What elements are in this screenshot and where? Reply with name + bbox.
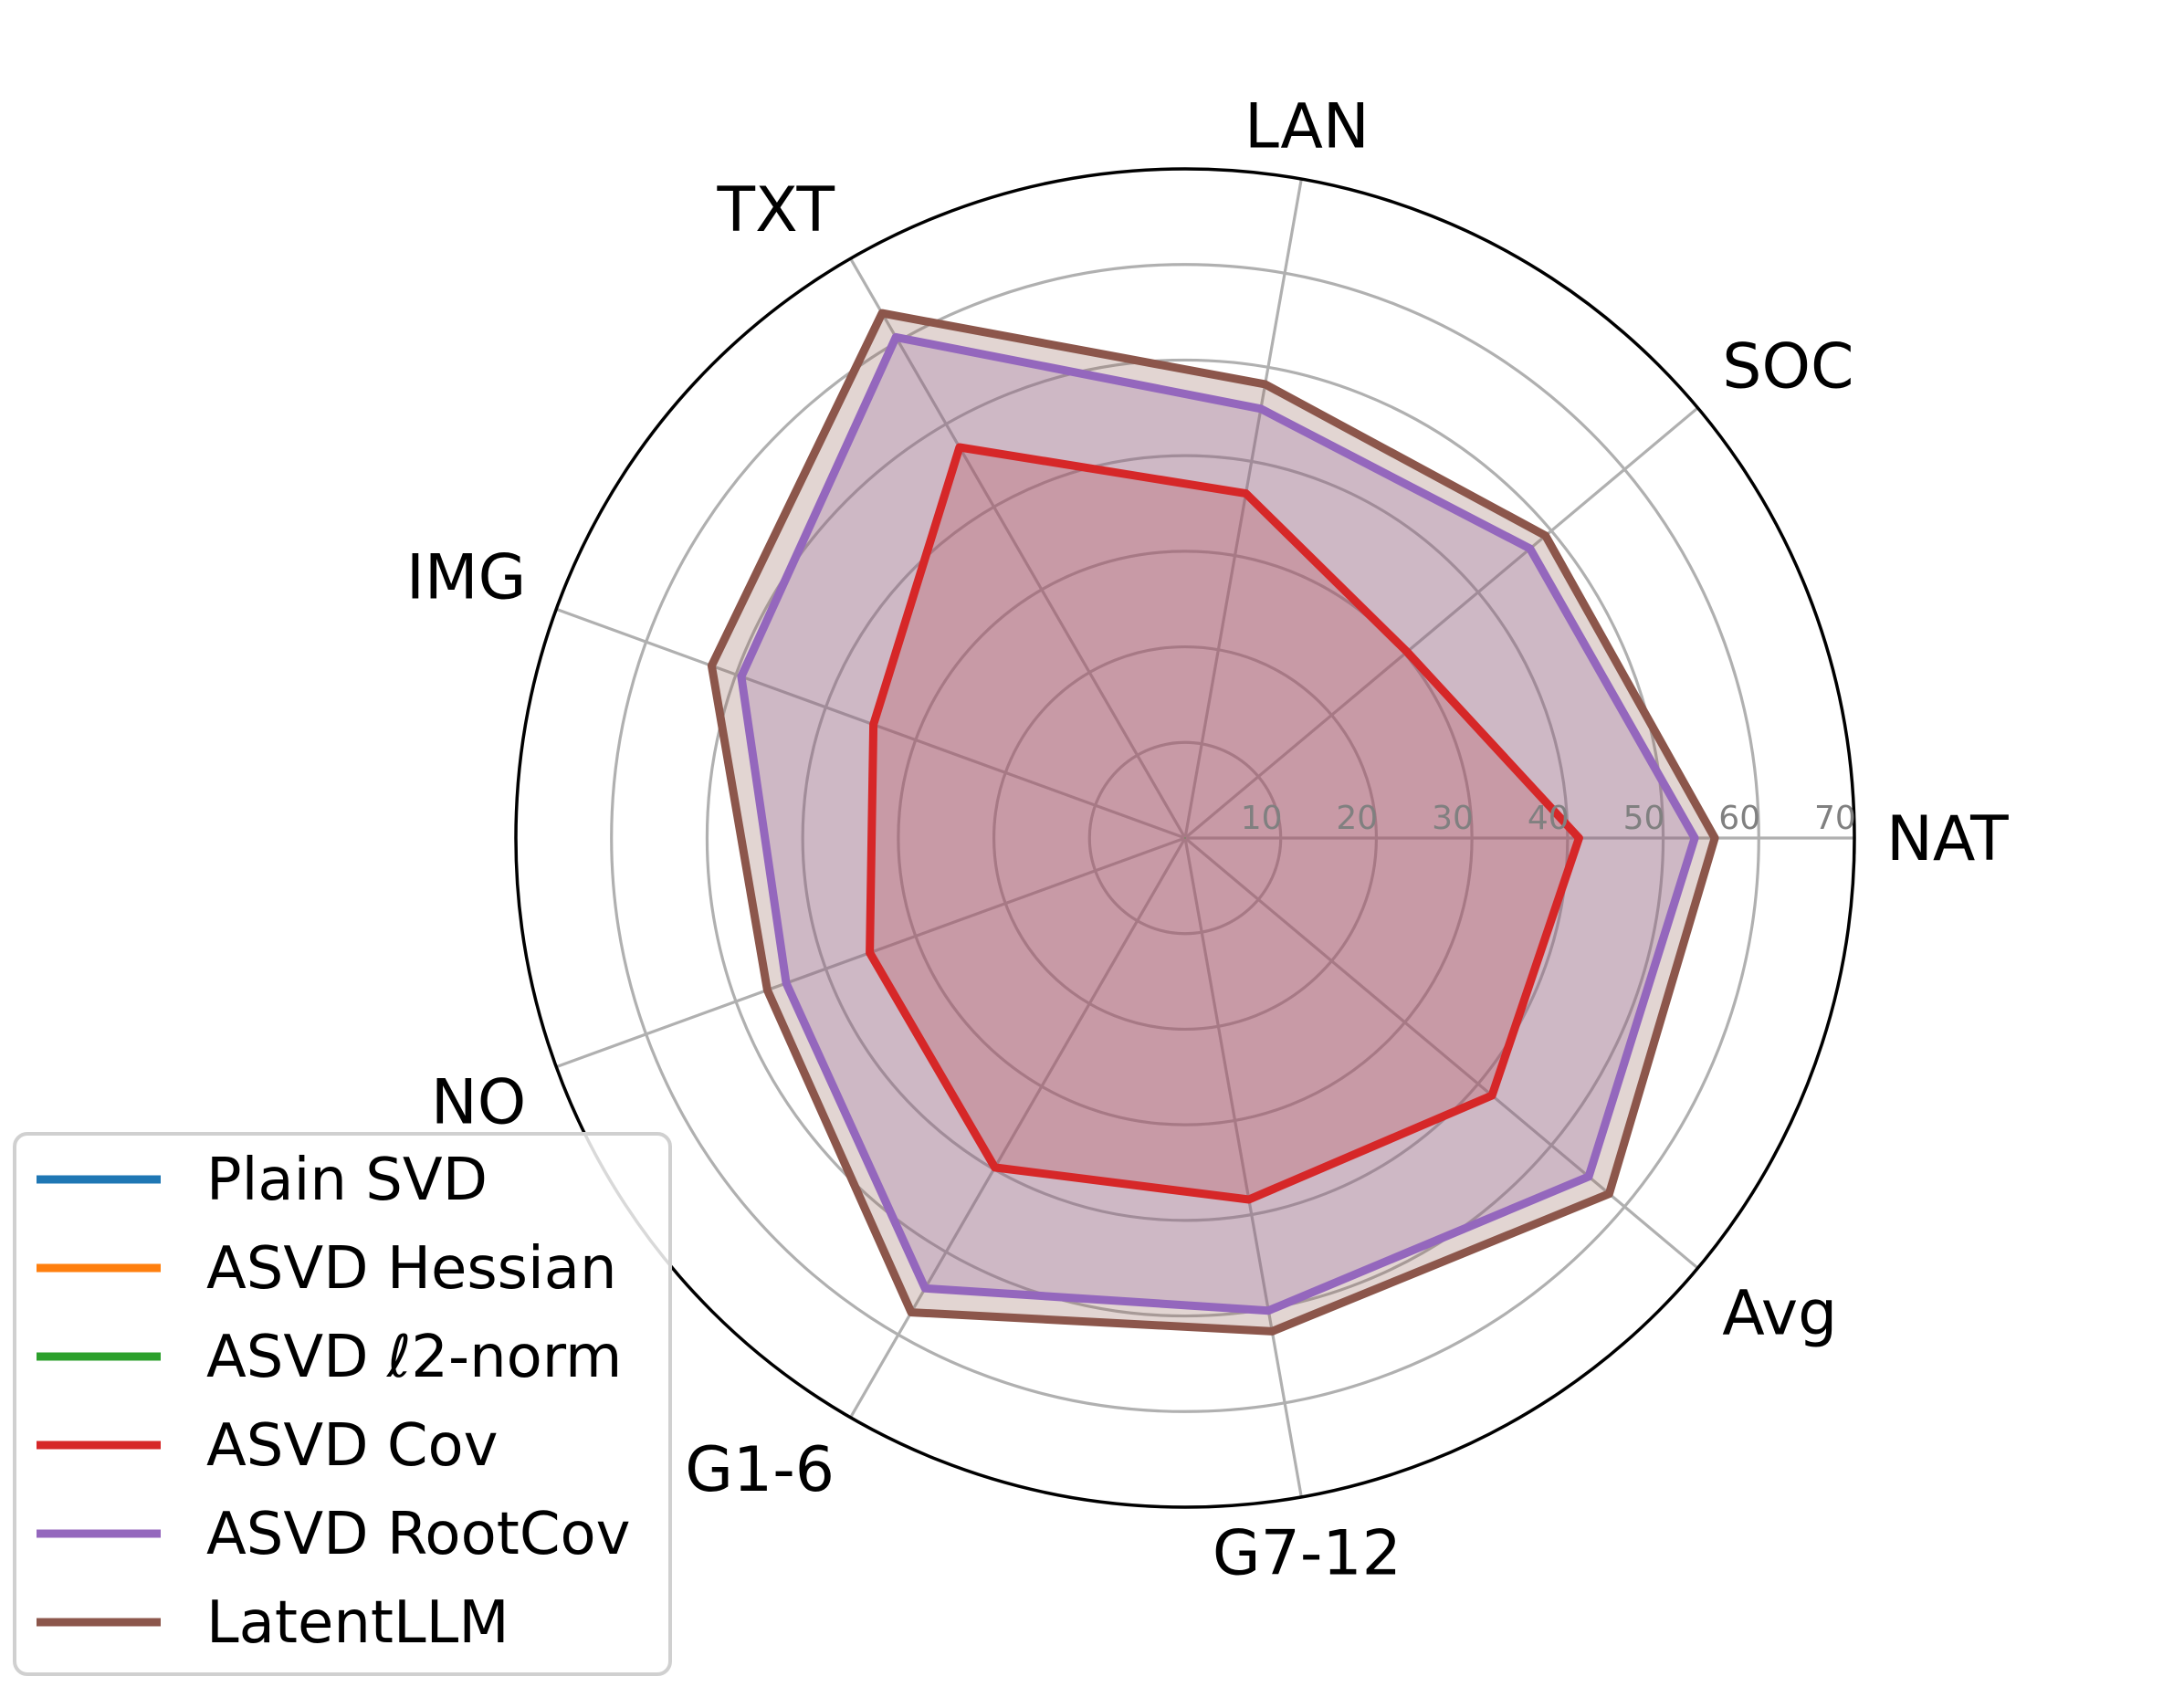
series-fill-latentllm <box>711 313 1716 1332</box>
data-point-asvd-2-norm-avg <box>1184 837 1186 839</box>
spoke-soc <box>1183 406 1699 840</box>
data-point-latentllm-g7-12 <box>1271 1330 1273 1332</box>
series-line-latentllm <box>707 309 1719 1336</box>
axis-label-lan: LAN <box>1244 91 1370 163</box>
polar-frame <box>514 167 1856 1509</box>
data-point-latentllm-avg <box>1608 1193 1610 1195</box>
data-point-asvd-cov-nat <box>1578 837 1580 839</box>
series-fill-asvd-rootcov <box>740 337 1696 1311</box>
radial-tick-label: 50 <box>1623 800 1665 837</box>
spoke-txt <box>849 257 1187 839</box>
radial-tick-label: 30 <box>1432 800 1474 837</box>
series-line-asvd-rootcov <box>737 332 1699 1315</box>
data-point-asvd-rootcov-g7-12 <box>1267 1310 1269 1312</box>
legend-label-asvd-cov: ASVD Cov <box>206 1412 499 1480</box>
data-point-latentllm-txt <box>881 312 883 314</box>
axis-label-layer: NAT SOC LAN TXT IMG NO G1-6 G7-12 Avg <box>406 91 2009 1590</box>
legend-label-plain-svd: Plain SVD <box>206 1147 488 1214</box>
axis-label-avg: Avg <box>1722 1278 1837 1350</box>
data-point-asvd-rootcov-txt <box>895 336 897 338</box>
data-point-latentllm-g1-6 <box>910 1312 912 1314</box>
data-point-asvd-cov-no <box>869 952 871 954</box>
data-point-latentllm-img <box>710 665 712 666</box>
data-point-latentllm-nat <box>1714 837 1716 839</box>
axis-label-img: IMG <box>406 541 526 613</box>
data-point-asvd-cov-lan <box>1245 493 1247 495</box>
outer-frame-layer <box>514 167 1856 1509</box>
data-point-asvd-rootcov-nat <box>1694 837 1696 839</box>
data-point-asvd-cov-avg <box>1491 1095 1493 1096</box>
series-fill-layer <box>711 313 1716 1332</box>
radial-tick-label: 20 <box>1336 800 1378 837</box>
spoke-lan <box>1183 178 1303 839</box>
data-point-asvd-rootcov-lan <box>1260 408 1262 410</box>
data-point-asvd-cov-img <box>873 724 875 726</box>
legend-label-asvd-hessian: ASVD Hessian <box>206 1235 617 1303</box>
data-point-asvd-rootcov-g1-6 <box>924 1287 926 1289</box>
axis-label-g1-6: G1-6 <box>685 1434 835 1506</box>
data-point-asvd-cov-txt <box>959 446 961 448</box>
legend-label-asvd-2-norm: ASVD ℓ2-norm <box>206 1324 622 1391</box>
radial-tick-label: 60 <box>1718 800 1760 837</box>
legend-frame <box>13 1132 672 1676</box>
axis-label-no: NO <box>431 1067 526 1139</box>
data-point-latentllm-soc <box>1545 535 1547 537</box>
axis-label-g7-12: G7-12 <box>1213 1517 1402 1589</box>
data-point-asvd-cov-g1-6 <box>994 1167 996 1168</box>
legend: Plain SVD ASVD Hessian ASVD ℓ2-norm ASVD Co… <box>13 1132 672 1676</box>
data-point-asvd-rootcov-img <box>740 676 742 677</box>
legend-label-latentllm: LatentLLM <box>206 1589 509 1657</box>
radial-tick-label: 40 <box>1528 800 1570 837</box>
spoke-g7-12 <box>1183 837 1303 1498</box>
spoke-g1-6 <box>849 837 1187 1419</box>
radial-tick-layer: 10 20 30 40 50 60 70 <box>1241 800 1856 837</box>
axis-label-nat: NAT <box>1886 803 2009 875</box>
data-point-asvd-rootcov-avg <box>1588 1176 1590 1178</box>
series-line-asvd-cov <box>866 443 1583 1204</box>
axis-label-txt: TXT <box>717 174 835 246</box>
spoke-avg <box>1183 836 1699 1270</box>
data-point-asvd-rootcov-no <box>785 982 787 984</box>
series-fill-asvd-cov <box>869 447 1580 1200</box>
radial-tick-label: 70 <box>1814 800 1856 837</box>
axis-label-soc: SOC <box>1722 330 1853 403</box>
series-line-layer <box>707 309 1719 1336</box>
legend-label-asvd-rootcov: ASVD RootCov <box>206 1501 631 1568</box>
radial-tick-label: 10 <box>1241 800 1283 837</box>
data-point-asvd-cov-soc <box>1406 651 1408 653</box>
data-point-asvd-rootcov-soc <box>1529 548 1531 550</box>
